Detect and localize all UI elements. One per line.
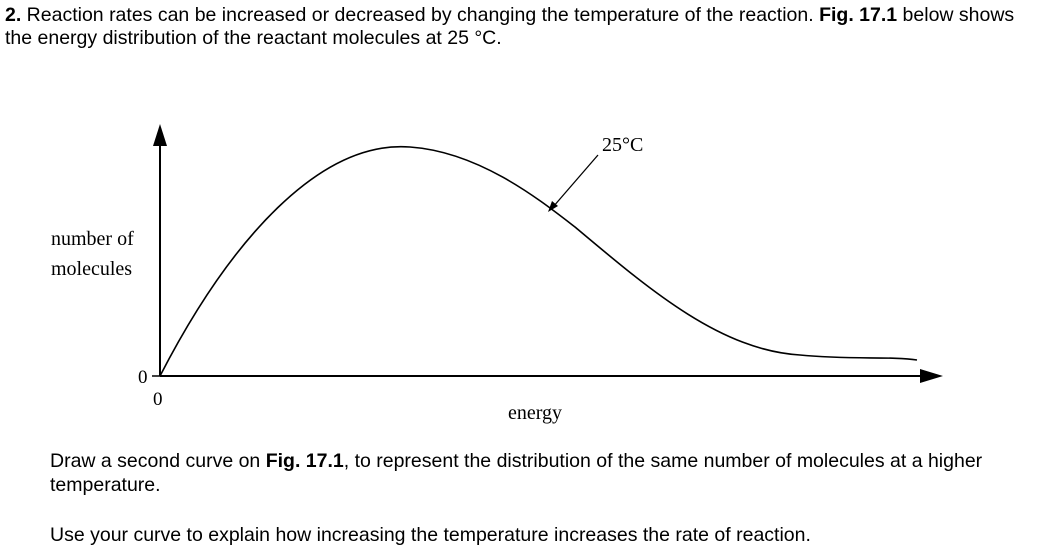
x-axis-label: energy: [508, 402, 562, 424]
curve-label-pointer: [552, 154, 599, 208]
x-axis-arrowhead: [920, 369, 943, 383]
task-text-a: Draw a second curve on: [50, 450, 266, 472]
y-axis-arrowhead: [153, 124, 167, 146]
curve-label: 25°C: [602, 134, 643, 156]
distribution-curve-25c: [159, 145, 918, 377]
question-intro: 2. Reaction rates can be increased or de…: [5, 4, 1035, 50]
intro-text-b: below shows the energy distribution of t…: [5, 4, 1015, 49]
curve-label-pointer-arrowhead: [548, 201, 558, 212]
question-number: 2.: [5, 4, 22, 26]
y-axis-label-line2: molecules: [51, 258, 132, 280]
y-axis-label-line1: number of: [51, 228, 134, 250]
question-task: Draw a second curve on Fig. 17.1, to rep…: [50, 449, 1030, 497]
intro-text-a: Reaction rates can be increased or decre…: [21, 4, 820, 26]
intro-fig-ref: Fig. 17.1: [819, 4, 898, 26]
task-text-b: , to represent the distribution of the s…: [50, 450, 983, 496]
y-origin-label: 0: [138, 367, 148, 388]
task-fig-ref: Fig. 17.1: [265, 450, 344, 472]
x-origin-label: 0: [153, 389, 163, 410]
question-task-2: Use your curve to explain how increasing…: [50, 524, 811, 546]
